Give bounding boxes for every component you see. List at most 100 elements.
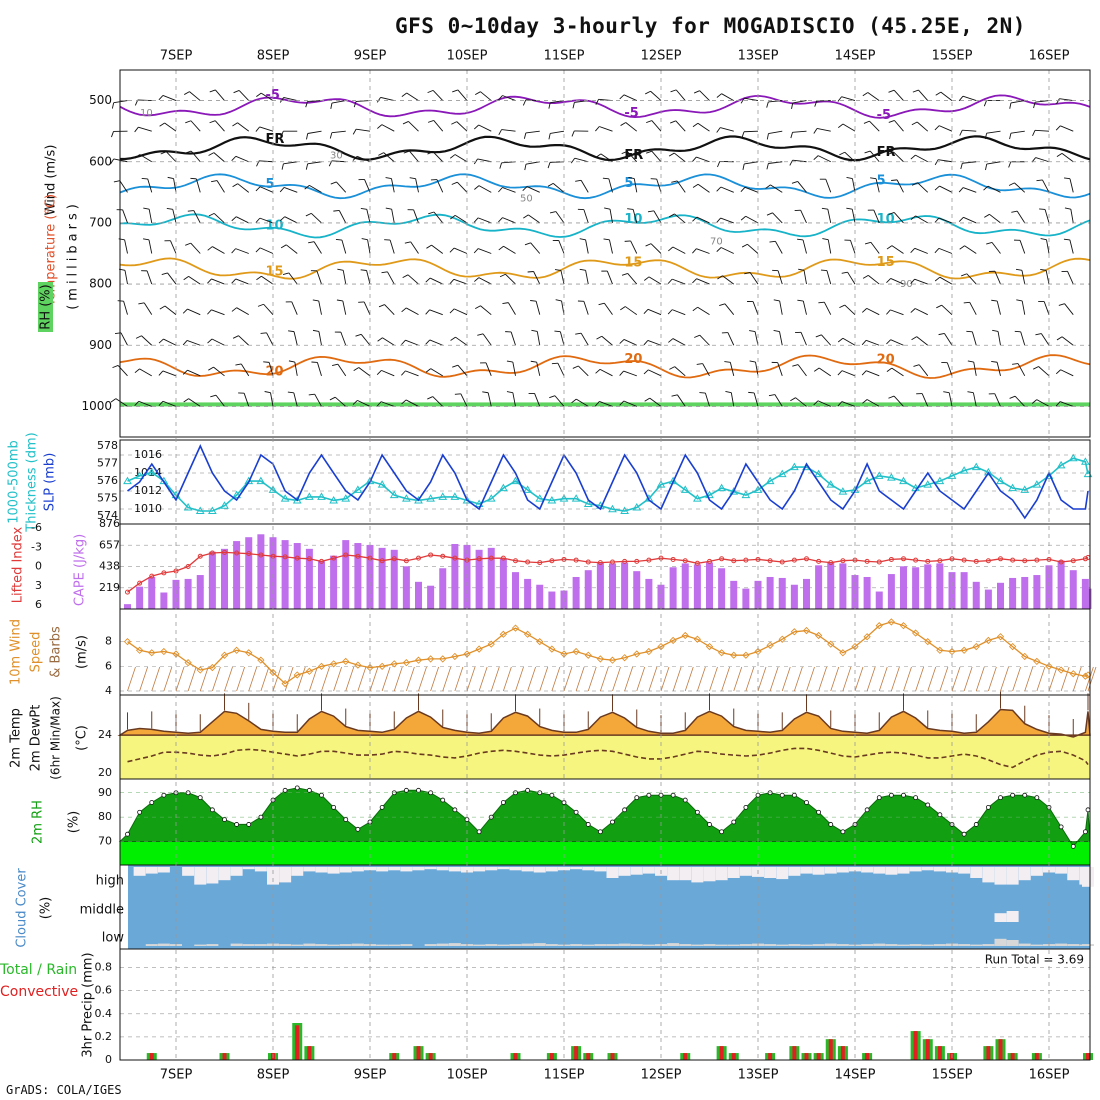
- wind-barb: [1060, 369, 1074, 377]
- wind-barb-flag: [211, 180, 218, 183]
- wind-barb-flag: [182, 340, 188, 346]
- rh-point: [985, 804, 991, 810]
- high-cloud-bar: [157, 867, 170, 873]
- wind-barb-flag: [425, 309, 430, 315]
- wind-barb: [283, 161, 298, 165]
- low-cloud-bar: [630, 944, 643, 946]
- wind-barb-flag: [279, 187, 285, 193]
- cape-bar: [997, 582, 1004, 609]
- cape-bar: [754, 580, 762, 609]
- thickness-point: [984, 467, 993, 476]
- surface-wind-barb: [963, 666, 973, 692]
- wind-barb: [510, 331, 516, 346]
- wind-barb: [186, 340, 201, 346]
- cape-bar: [912, 567, 920, 609]
- wind-barb: [1043, 301, 1050, 315]
- li-point: [670, 556, 676, 562]
- wind-barb: [380, 96, 395, 102]
- rh-point: [597, 829, 603, 835]
- low-cloud-bar: [254, 944, 267, 946]
- wind-barb-flag: [813, 128, 818, 134]
- wind-barb-flag: [959, 245, 965, 250]
- rh-point: [888, 792, 894, 798]
- high-cloud-bar: [327, 867, 340, 874]
- thickness-point: [195, 506, 205, 514]
- wind-speed-point: [1045, 662, 1053, 670]
- rh-point: [1010, 792, 1016, 798]
- wind-barb: [797, 181, 807, 193]
- wind-barb-flag: [159, 122, 165, 127]
- wind-barb: [800, 332, 807, 346]
- rh-point: [416, 787, 421, 793]
- high-cloud-bar: [836, 867, 849, 873]
- wind-barb-flag: [255, 247, 261, 253]
- wind-barb: [604, 302, 613, 315]
- wind-barb-flag: [864, 241, 871, 245]
- high-cloud-bar: [303, 867, 316, 872]
- wind-barb-flag: [231, 216, 237, 222]
- low-cloud-bar: [994, 938, 1007, 946]
- high-cloud-bar: [436, 867, 449, 871]
- surface-wind-barb: [393, 666, 403, 692]
- wind-barb-flag: [740, 97, 745, 104]
- wind-barb-flag: [1040, 238, 1047, 241]
- wind-barb-flag: [620, 122, 626, 126]
- wind-barb: [697, 122, 710, 132]
- thickness-point: [753, 485, 763, 493]
- cape-bar: [924, 564, 932, 609]
- high-cloud-bar: [885, 867, 898, 875]
- cape-tick-label: 876: [99, 517, 120, 530]
- wind-barb: [148, 239, 153, 254]
- rh-point: [779, 792, 785, 798]
- wind-barb: [454, 154, 468, 163]
- wind-barb: [986, 130, 1001, 134]
- surface-wind-barb: [551, 666, 561, 692]
- wind-barb-flag: [667, 278, 673, 284]
- wind-barb: [381, 369, 395, 377]
- thickness-point: [608, 504, 617, 513]
- wind-barb-flag: [522, 99, 527, 106]
- surface-wind-barb: [903, 666, 912, 692]
- wind-barb-flag: [548, 102, 551, 109]
- surface-wind-barb: [430, 666, 440, 692]
- wind-speed-point: [596, 655, 605, 663]
- precip-tick-label: 0.6: [95, 984, 113, 997]
- isotherm-label: FR: [877, 145, 896, 160]
- temperature-area: [117, 708, 1091, 738]
- wind-barb: [342, 300, 347, 315]
- wind-barb: [1017, 363, 1026, 377]
- rh-point: [634, 795, 640, 801]
- wind-barb-flag: [427, 89, 434, 94]
- wind-barb-flag: [402, 274, 409, 278]
- wind-barb: [173, 178, 177, 193]
- wind-speed-point: [378, 662, 386, 670]
- wind-barb-flag: [401, 370, 406, 376]
- wind-speed-point: [996, 633, 1005, 641]
- wind-barb: [674, 213, 686, 224]
- wind-barb: [1034, 129, 1050, 132]
- high-cloud-bar: [739, 867, 752, 876]
- wind-barb-flag: [473, 248, 479, 254]
- wind-barb-flag: [159, 305, 166, 310]
- top-day-label: 14SEP: [835, 49, 876, 64]
- wind-barb: [827, 239, 832, 254]
- wind-barb: [561, 300, 565, 315]
- wind-barb: [502, 217, 516, 224]
- low-cloud-bar: [836, 944, 849, 946]
- wind-barb: [989, 213, 1001, 224]
- rh-contour-label: 90: [900, 279, 913, 290]
- precip-convective-bar: [295, 1025, 300, 1060]
- wind-barb-flag: [498, 217, 503, 223]
- wind-barb: [383, 152, 395, 163]
- thickness-point: [220, 501, 229, 509]
- wind-barb-flag: [207, 338, 213, 344]
- low-cloud-bar: [242, 944, 255, 946]
- rh-point: [973, 822, 979, 827]
- cape-bar: [681, 563, 689, 609]
- wind-barb: [962, 187, 977, 193]
- wind-barb: [357, 399, 371, 407]
- low-cloud-bar: [679, 944, 692, 946]
- cape-bar: [960, 572, 968, 609]
- wind-barb: [170, 240, 177, 254]
- wind-barb: [656, 178, 662, 193]
